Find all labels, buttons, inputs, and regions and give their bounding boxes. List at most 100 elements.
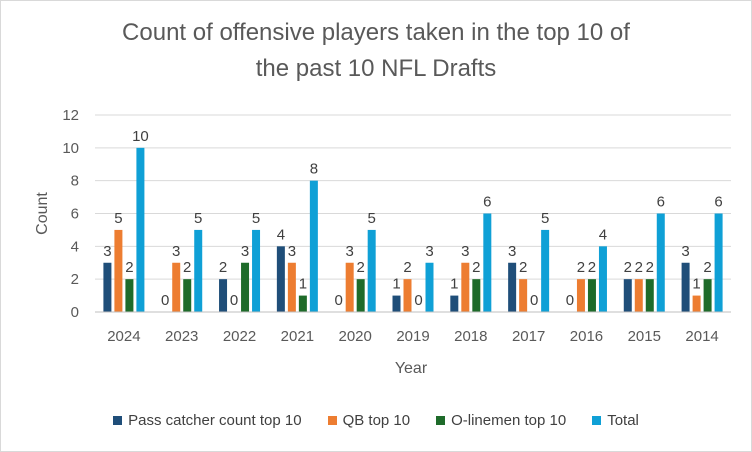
bar	[241, 262, 250, 312]
bar	[714, 213, 723, 312]
data-label: 4	[599, 226, 607, 243]
bar	[298, 295, 307, 312]
legend-item: O-linemen top 10	[436, 412, 566, 429]
data-label: 2	[403, 259, 411, 276]
bar	[309, 180, 318, 312]
chart-title-line-2: the past 10 NFL Drafts	[255, 55, 497, 82]
bar	[103, 262, 112, 312]
bar	[367, 229, 376, 312]
data-label: 6	[657, 194, 665, 211]
bar	[345, 262, 354, 312]
bar	[125, 279, 134, 312]
data-label: 1	[392, 276, 400, 293]
data-label: 5	[194, 210, 202, 227]
data-label: 2	[519, 259, 527, 276]
x-tick-label: 2016	[570, 328, 603, 345]
x-tick-label: 2017	[512, 328, 545, 345]
data-label: 2	[624, 259, 632, 276]
legend-item: Total	[592, 412, 639, 429]
x-tick-label: 2018	[454, 328, 487, 345]
bar	[692, 295, 701, 312]
bar	[450, 295, 459, 312]
bar	[576, 279, 585, 312]
x-tick-label: 2021	[281, 328, 314, 345]
bar	[183, 279, 192, 312]
data-label: 2	[703, 259, 711, 276]
bar	[114, 229, 123, 312]
data-label: 0	[230, 292, 238, 309]
bar	[508, 262, 517, 312]
y-tick-label: 0	[71, 304, 79, 321]
bar	[276, 246, 285, 312]
x-tick-label: 2015	[628, 328, 661, 345]
bar	[703, 279, 712, 312]
bar	[634, 279, 643, 312]
bar	[656, 213, 665, 312]
bar	[392, 295, 401, 312]
data-label: 0	[414, 292, 422, 309]
y-axis-title: Count	[34, 192, 51, 235]
bar	[645, 279, 654, 312]
bar	[219, 279, 228, 312]
legend-label: Pass catcher count top 10	[128, 412, 302, 429]
data-label: 2	[125, 259, 133, 276]
data-label: 2	[588, 259, 596, 276]
data-label: 6	[483, 194, 491, 211]
data-label: 2	[357, 259, 365, 276]
data-label: 10	[132, 128, 149, 145]
data-label: 6	[714, 194, 722, 211]
y-tick-label: 12	[62, 107, 79, 124]
data-label: 3	[103, 243, 111, 260]
data-label: 2	[219, 259, 227, 276]
legend-label: QB top 10	[342, 412, 411, 429]
legend-item: QB top 10	[327, 412, 411, 429]
data-label: 0	[566, 292, 574, 309]
legend-swatch	[113, 416, 123, 425]
data-label: 2	[183, 259, 191, 276]
data-label: 2	[635, 259, 643, 276]
legend-swatch	[327, 416, 337, 425]
data-label: 8	[310, 161, 318, 178]
legend-swatch	[592, 416, 602, 425]
y-tick-label: 4	[71, 238, 79, 255]
x-axis-title: Year	[395, 360, 428, 377]
bar	[598, 246, 607, 312]
x-tick-label: 2019	[396, 328, 429, 345]
x-tick-label: 2023	[165, 328, 198, 345]
x-tick-label: 2014	[685, 328, 718, 345]
x-tick-label: 2022	[223, 328, 256, 345]
bar	[472, 279, 481, 312]
data-label: 1	[692, 276, 700, 293]
bar	[461, 262, 470, 312]
bar	[519, 279, 528, 312]
data-label: 1	[299, 276, 307, 293]
data-label: 2	[646, 259, 654, 276]
data-label: 3	[681, 243, 689, 260]
data-label: 0	[161, 292, 169, 309]
bar	[287, 262, 296, 312]
chart-title-line-1: Count of offensive players taken in the …	[122, 19, 630, 46]
data-label: 3	[288, 243, 296, 260]
legend-swatch	[436, 416, 446, 425]
bar	[172, 262, 181, 312]
chart-legend: Pass catcher count top 10 QB top 10 O-line…	[1, 412, 751, 429]
data-label: 5	[541, 210, 549, 227]
data-label: 2	[472, 259, 480, 276]
bar	[403, 279, 412, 312]
bar	[541, 229, 550, 312]
data-label: 5	[252, 210, 260, 227]
data-label: 5	[368, 210, 376, 227]
bar	[623, 279, 632, 312]
y-tick-label: 8	[71, 173, 79, 190]
legend-label: O-linemen top 10	[451, 412, 567, 429]
bar	[587, 279, 596, 312]
data-label: 3	[461, 243, 469, 260]
bar	[425, 262, 434, 312]
data-label: 4	[277, 226, 285, 243]
bar	[356, 279, 365, 312]
data-label: 2	[577, 259, 585, 276]
data-label: 0	[530, 292, 538, 309]
data-label: 3	[172, 243, 180, 260]
